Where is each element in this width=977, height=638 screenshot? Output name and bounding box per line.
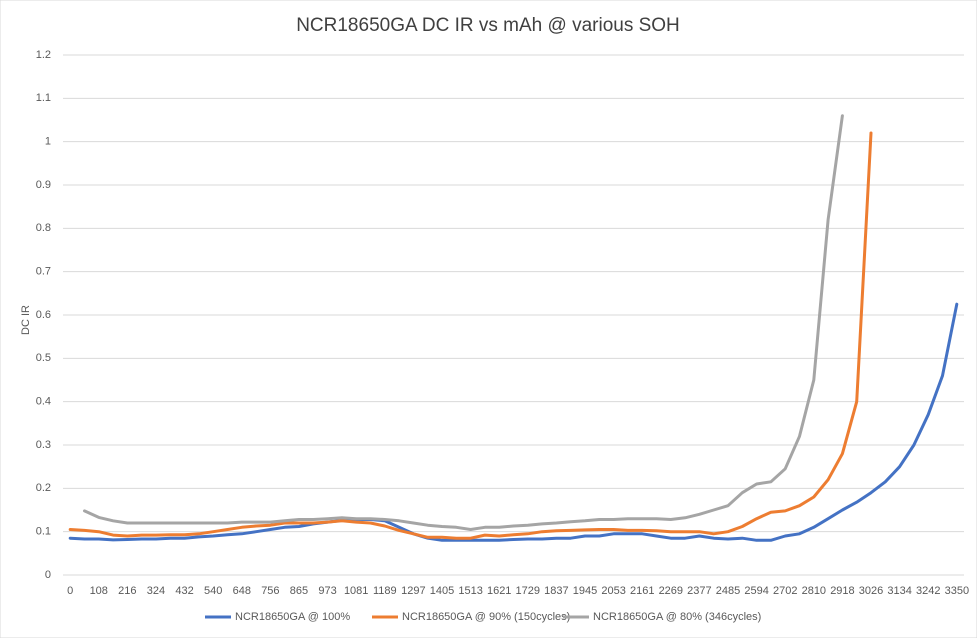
x-tick-label: 2377 bbox=[687, 585, 711, 597]
x-tick-label: 3134 bbox=[887, 585, 911, 597]
y-tick-label: 0.6 bbox=[36, 309, 51, 321]
x-tick-label: 2594 bbox=[744, 585, 768, 597]
x-tick-label: 2485 bbox=[716, 585, 740, 597]
x-tick-label: 432 bbox=[175, 585, 193, 597]
chart-title: NCR18650GA DC IR vs mAh @ various SOH bbox=[296, 15, 680, 36]
y-tick-label: 0.3 bbox=[36, 439, 51, 451]
legend-label: NCR18650GA @ 90% (150cycles) bbox=[402, 611, 570, 623]
x-tick-label: 2161 bbox=[630, 585, 654, 597]
y-axis-title: DC IR bbox=[20, 305, 32, 335]
x-tick-label: 1621 bbox=[487, 585, 511, 597]
x-tick-label: 865 bbox=[290, 585, 308, 597]
x-tick-label: 2810 bbox=[802, 585, 826, 597]
x-tick-label: 540 bbox=[204, 585, 222, 597]
y-tick-label: 0.9 bbox=[36, 179, 51, 191]
series-line bbox=[68, 302, 959, 542]
y-tick-label: 0.8 bbox=[36, 222, 51, 234]
y-tick-label: 1.1 bbox=[36, 92, 51, 104]
x-tick-label: 2053 bbox=[601, 585, 625, 597]
x-tick-label: 1729 bbox=[516, 585, 540, 597]
legend-label: NCR18650GA @ 100% bbox=[235, 611, 350, 623]
x-tick-label: 1081 bbox=[344, 585, 368, 597]
series-line bbox=[83, 114, 844, 531]
y-tick-label: 0.4 bbox=[36, 396, 51, 408]
x-tick-label: 2702 bbox=[773, 585, 797, 597]
y-tick-label: 0.1 bbox=[36, 526, 51, 538]
x-tick-label: 973 bbox=[318, 585, 336, 597]
y-tick-label: 0 bbox=[45, 569, 51, 581]
y-tick-label: 0.2 bbox=[36, 482, 51, 494]
y-tick-label: 0.7 bbox=[36, 266, 51, 278]
x-tick-label: 1189 bbox=[373, 585, 397, 597]
x-tick-label: 3026 bbox=[859, 585, 883, 597]
x-tick-label: 3350 bbox=[945, 585, 969, 597]
y-tick-label: 1.2 bbox=[36, 49, 51, 61]
x-tick-label: 0 bbox=[67, 585, 73, 597]
x-tick-label: 324 bbox=[147, 585, 165, 597]
x-tick-label: 3242 bbox=[916, 585, 940, 597]
x-tick-label: 2918 bbox=[830, 585, 854, 597]
y-tick-label: 0.5 bbox=[36, 352, 51, 364]
x-tick-label: 1837 bbox=[544, 585, 568, 597]
x-tick-label: 1513 bbox=[458, 585, 482, 597]
x-tick-label: 648 bbox=[233, 585, 251, 597]
x-tick-label: 2269 bbox=[659, 585, 683, 597]
x-tick-label: 216 bbox=[118, 585, 136, 597]
x-tick-label: 1405 bbox=[430, 585, 454, 597]
legend-label: NCR18650GA @ 80% (346cycles) bbox=[593, 611, 761, 623]
x-tick-label: 1945 bbox=[573, 585, 597, 597]
x-tick-label: 108 bbox=[90, 585, 108, 597]
x-tick-label: 1297 bbox=[401, 585, 425, 597]
x-tick-label: 756 bbox=[261, 585, 279, 597]
y-tick-label: 1 bbox=[45, 136, 51, 148]
series-line bbox=[68, 131, 873, 540]
